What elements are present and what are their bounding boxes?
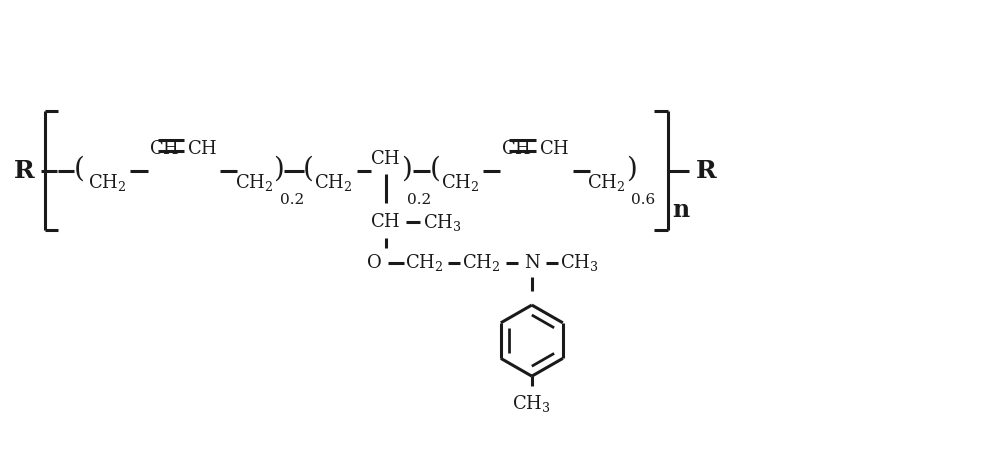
Text: $\mathregular{CH_2}$: $\mathregular{CH_2}$ <box>314 172 352 193</box>
Text: R: R <box>695 159 716 183</box>
Text: ): ) <box>273 155 284 182</box>
Text: $\mathregular{CH_2}$: $\mathregular{CH_2}$ <box>587 172 626 193</box>
Text: $\mathregular{CH_2}$: $\mathregular{CH_2}$ <box>441 172 479 193</box>
Text: $\mathregular{CH}$: $\mathregular{CH}$ <box>370 150 401 168</box>
Text: $\mathregular{CH_2}$: $\mathregular{CH_2}$ <box>88 172 126 193</box>
Text: n: n <box>672 198 690 222</box>
Text: $\mathregular{CH}$: $\mathregular{CH}$ <box>187 140 218 158</box>
Text: R: R <box>14 159 35 183</box>
Text: 0.2: 0.2 <box>280 193 304 207</box>
Text: $\mathregular{CH}$: $\mathregular{CH}$ <box>149 140 179 158</box>
Text: (: ( <box>303 155 314 182</box>
Text: $\mathregular{CH_2}$: $\mathregular{CH_2}$ <box>405 252 444 273</box>
Text: (: ( <box>430 155 441 182</box>
Text: $\mathregular{CH_2}$: $\mathregular{CH_2}$ <box>235 172 274 193</box>
Text: ): ) <box>401 155 412 182</box>
Text: 0.2: 0.2 <box>407 193 432 207</box>
Text: O: O <box>367 253 382 272</box>
Text: $\mathregular{CH_3}$: $\mathregular{CH_3}$ <box>423 212 462 233</box>
Text: ): ) <box>626 155 637 182</box>
Text: (: ( <box>74 155 85 182</box>
Text: 0.6: 0.6 <box>631 193 655 207</box>
Text: N: N <box>524 253 540 272</box>
Text: $\mathregular{CH}$: $\mathregular{CH}$ <box>539 140 570 158</box>
Text: $\mathregular{CH}$: $\mathregular{CH}$ <box>370 213 401 231</box>
Text: $\mathregular{CH_3}$: $\mathregular{CH_3}$ <box>560 252 599 273</box>
Text: $\mathregular{CH_2}$: $\mathregular{CH_2}$ <box>462 252 500 273</box>
Text: $\mathregular{CH_3}$: $\mathregular{CH_3}$ <box>512 393 551 415</box>
Text: $\mathregular{CH}$: $\mathregular{CH}$ <box>501 140 531 158</box>
